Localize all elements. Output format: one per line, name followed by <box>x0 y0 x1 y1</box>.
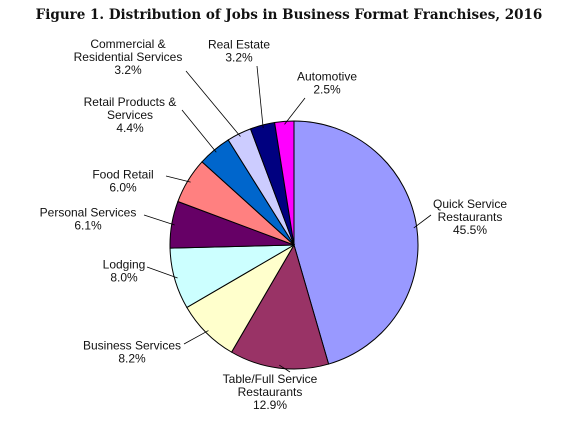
slice-percent: 3.2% <box>114 63 142 77</box>
leader-line-automotive <box>284 97 306 125</box>
chart-title: Figure 1. Distribution of Jobs in Busine… <box>35 7 543 23</box>
leader-line-lodging <box>146 266 178 279</box>
slice-percent: 6.1% <box>74 219 102 233</box>
leader-line-real-estate <box>256 65 264 129</box>
slice-percent: 4.4% <box>116 121 144 135</box>
slice-label-line: Retail Products & <box>84 95 177 109</box>
slice-label-food-retail: Food Retail 6.0% <box>92 168 153 195</box>
slice-label-line: Business Services <box>83 339 181 353</box>
leader-line-personal-services <box>143 214 175 226</box>
slice-label-line: Services <box>107 108 153 122</box>
slice-percent: 3.2% <box>225 51 253 65</box>
slice-label-automotive: Automotive 2.5% <box>297 70 357 97</box>
slice-label-retail-products-and-services: Retail Products & Services 4.4% <box>84 95 177 135</box>
pie-slice-quick-service-restaurants <box>293 120 419 365</box>
slice-label-line: Residential Services <box>74 50 183 64</box>
slice-label-line: Food Retail <box>92 168 153 182</box>
leader-line-retail-products-and-services <box>181 109 217 153</box>
slice-label-line: Commercial & <box>90 37 165 51</box>
slice-percent: 8.0% <box>110 271 138 285</box>
slice-label-real-estate: Real Estate 3.2% <box>208 38 270 65</box>
slice-label-quick-service-restaurants: Quick Service Restaurants 45.5% <box>433 197 507 237</box>
slice-label-line: Quick Service <box>433 197 507 211</box>
leader-line-table-full-service-restaurants <box>278 364 291 373</box>
slice-percent: 2.5% <box>313 83 341 97</box>
leader-line-quick-service-restaurants <box>413 214 432 229</box>
slice-percent: 12.9% <box>253 398 287 412</box>
slice-percent: 45.5% <box>453 223 487 237</box>
leader-line-commercial-and-residential-services <box>185 70 241 137</box>
slice-label-lodging: Lodging 8.0% <box>103 258 146 285</box>
slice-percent: 6.0% <box>109 181 137 195</box>
leader-line-food-retail <box>165 175 191 183</box>
pie-slice-automotive <box>274 120 295 246</box>
pie-slice-table-full-service-restaurants <box>230 243 330 370</box>
slice-label-line: Lodging <box>103 258 146 272</box>
slice-label-line: Table/Full Service <box>223 372 318 386</box>
slice-label-line: Personal Services <box>40 206 137 220</box>
slice-label-table-full-service-restaurants: Table/Full Service Restaurants 12.9% <box>223 372 318 412</box>
slice-label-personal-services: Personal Services 6.1% <box>40 206 137 233</box>
slice-label-line: Automotive <box>297 70 357 84</box>
slice-percent: 8.2% <box>118 352 146 366</box>
leader-line-business-services <box>183 330 209 345</box>
slice-label-line: Restaurants <box>438 210 503 224</box>
slice-label-line: Real Estate <box>208 38 270 52</box>
slice-label-line: Restaurants <box>238 385 303 399</box>
slice-label-business-services: Business Services 8.2% <box>83 339 181 366</box>
slice-label-commercial-and-residential-services: Commercial & Residential Services 3.2% <box>74 37 183 77</box>
